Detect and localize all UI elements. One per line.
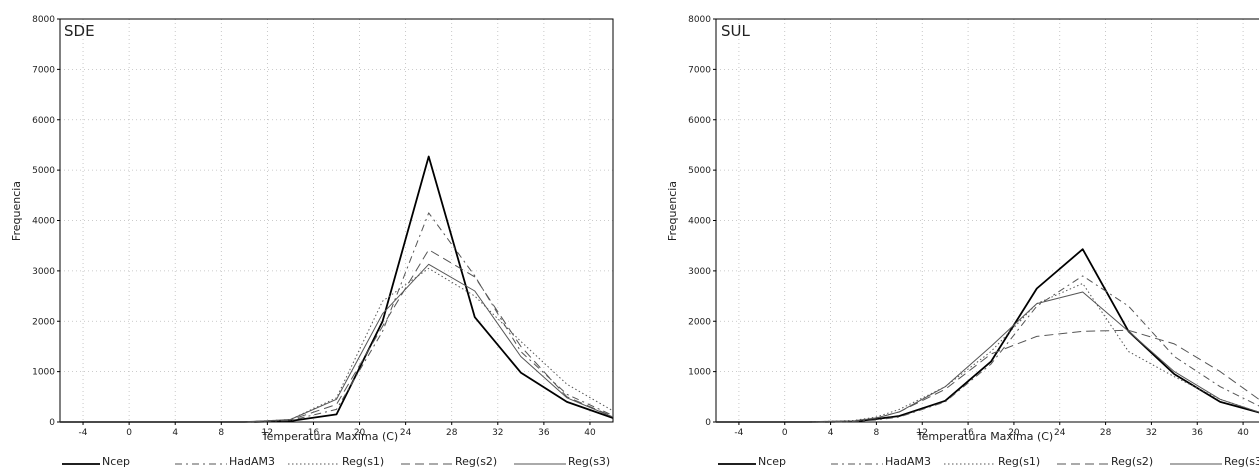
y-tick-label: 6000 xyxy=(32,116,55,126)
x-tick-label: 12 xyxy=(262,428,273,438)
series-line-reg-s1 xyxy=(716,283,1259,423)
x-tick-label: 40 xyxy=(1237,428,1249,438)
legend-label: Reg(s3) xyxy=(568,455,610,468)
y-tick-label: 8000 xyxy=(32,15,55,25)
x-tick-label: 12 xyxy=(917,428,928,438)
series-line-reg-s3 xyxy=(60,263,614,423)
x-tick-label: 16 xyxy=(308,428,320,438)
legend-label: HadAM3 xyxy=(229,455,275,468)
x-tick-label: 28 xyxy=(1100,428,1112,438)
legend-label: HadAM3 xyxy=(885,455,931,468)
y-tick-label: 5000 xyxy=(688,166,711,176)
y-tick-label: 4000 xyxy=(32,217,55,227)
legend: Ncep HadAM3 Reg(s1) Reg(s2) Reg(s3) xyxy=(62,455,610,468)
legend: Ncep HadAM3 Reg(s1) Reg(s2) Reg(s3) xyxy=(718,455,1259,468)
series-line-hadam3 xyxy=(716,275,1259,423)
x-tick-label: 16 xyxy=(962,428,974,438)
y-tick-label: 0 xyxy=(705,418,711,428)
chart-panel-sde: SDE 0 1000 2000 3000 4000 5000 6000 7000 8000 -4… xyxy=(10,15,614,468)
series-lines xyxy=(716,248,1259,423)
x-tick-label: 4 xyxy=(172,428,178,438)
y-tick-label: 7000 xyxy=(32,65,55,75)
y-tick-label: 5000 xyxy=(32,166,55,176)
legend-label: Ncep xyxy=(102,455,130,468)
x-tick-label: 32 xyxy=(1146,428,1157,438)
series-line-reg-s2 xyxy=(60,249,614,423)
x-tick-label: -4 xyxy=(79,428,88,438)
y-axis-label: Frequencia xyxy=(666,181,679,241)
series-line-reg-s3 xyxy=(716,291,1259,423)
legend-label: Reg(s2) xyxy=(455,455,497,468)
y-tick-label: 8000 xyxy=(688,15,711,25)
y-tick-label: 3000 xyxy=(688,267,711,277)
y-tick-label: 2000 xyxy=(688,317,711,327)
y-tick-labels: 0 1000 2000 3000 4000 5000 6000 7000 8000 xyxy=(688,15,716,428)
grid xyxy=(716,19,1259,422)
x-tick-label: 36 xyxy=(538,428,550,438)
x-tick-label: 32 xyxy=(492,428,503,438)
series-line-ncep xyxy=(60,155,614,423)
grid xyxy=(60,19,613,422)
x-tick-label: 0 xyxy=(126,428,132,438)
x-tick-label: 20 xyxy=(1008,428,1020,438)
x-tick-label: 4 xyxy=(828,428,834,438)
legend-label: Reg(s1) xyxy=(998,455,1040,468)
series-lines xyxy=(60,155,614,423)
legend-label: Ncep xyxy=(758,455,786,468)
x-tick-label: 20 xyxy=(354,428,366,438)
panel-title: SDE xyxy=(64,22,95,40)
x-axis-label: Temperatura Maxima (C) xyxy=(261,430,398,443)
x-axis-label: Temperatura Maxima (C) xyxy=(916,430,1053,443)
x-tick-label: 8 xyxy=(874,428,880,438)
y-tick-label: 1000 xyxy=(32,368,55,378)
x-tick-label: -4 xyxy=(734,428,743,438)
plot-frame xyxy=(715,18,1259,423)
x-tick-label: 28 xyxy=(446,428,458,438)
y-tick-label: 3000 xyxy=(32,267,55,277)
legend-label: Reg(s1) xyxy=(342,455,384,468)
series-line-ncep xyxy=(716,248,1259,423)
y-tick-label: 6000 xyxy=(688,116,711,126)
y-tick-label: 7000 xyxy=(688,65,711,75)
x-tick-label: 36 xyxy=(1192,428,1204,438)
x-tick-label: 0 xyxy=(782,428,788,438)
legend-label: Reg(s3) xyxy=(1224,455,1259,468)
x-tick-label: 24 xyxy=(1054,428,1066,438)
x-tick-labels: -4 0 4 8 12 16 20 24 28 32 36 40 xyxy=(79,422,596,438)
x-tick-label: 24 xyxy=(400,428,412,438)
x-tick-label: 40 xyxy=(584,428,596,438)
y-tick-label: 1000 xyxy=(688,368,711,378)
x-tick-labels: -4 0 4 8 12 16 20 24 28 32 36 40 xyxy=(734,422,1249,438)
chart-panel-sul: SUL 0 1000 2000 3000 4000 5000 6000 7000 8000 -4… xyxy=(666,15,1259,468)
y-axis-label: Frequencia xyxy=(10,181,23,241)
y-tick-label: 0 xyxy=(49,418,55,428)
x-tick-label: 8 xyxy=(218,428,224,438)
y-tick-label: 2000 xyxy=(32,317,55,327)
panel-title: SUL xyxy=(721,22,751,40)
legend-label: Reg(s2) xyxy=(1111,455,1153,468)
y-tick-labels: 0 1000 2000 3000 4000 5000 6000 7000 8000 xyxy=(32,15,60,428)
y-tick-label: 4000 xyxy=(688,217,711,227)
series-line-hadam3 xyxy=(60,212,614,423)
